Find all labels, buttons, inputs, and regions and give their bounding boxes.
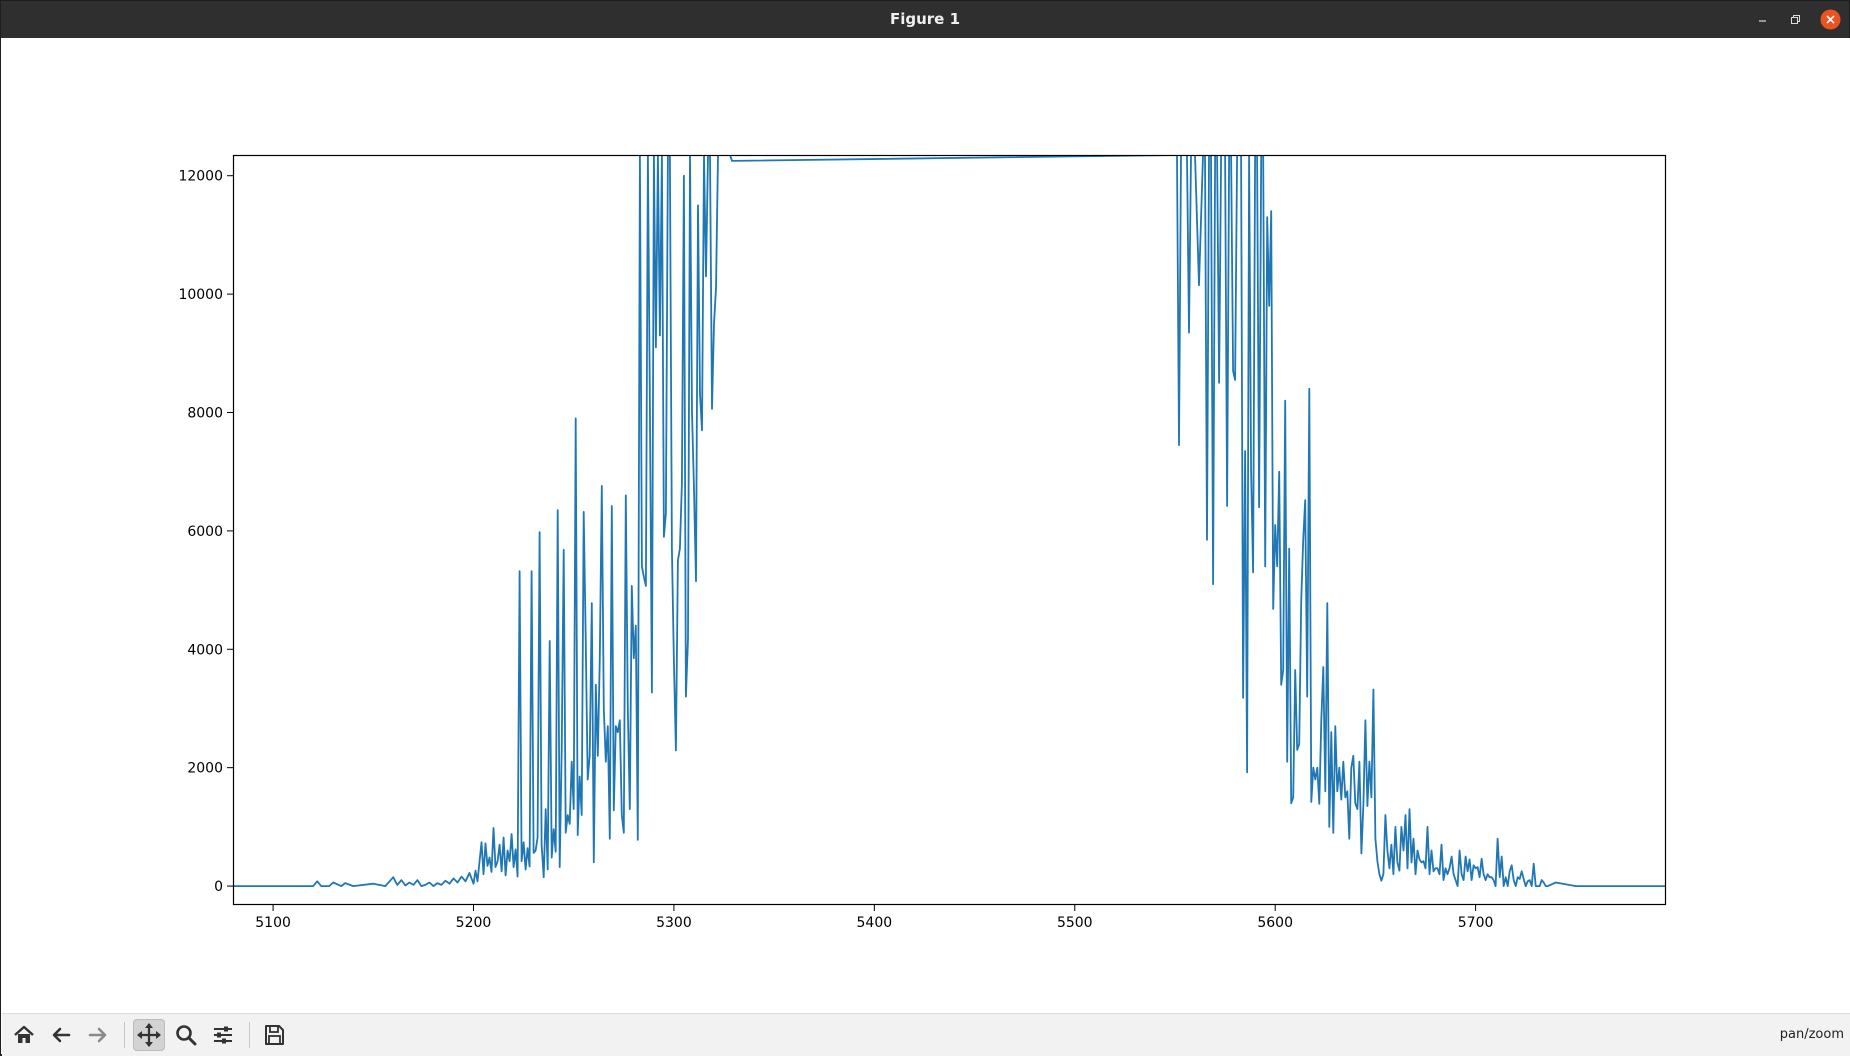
y-tick-label: 0 — [214, 879, 223, 895]
configure-subplots-button[interactable] — [207, 1019, 239, 1051]
configure-subplots-icon — [214, 1026, 232, 1044]
save-icon — [265, 1025, 284, 1045]
title-bar[interactable]: Figure 1 — [1, 1, 1849, 38]
home-button[interactable] — [8, 1019, 40, 1051]
toolbar-separator — [249, 1022, 250, 1048]
minimize-icon — [1759, 20, 1766, 22]
back-icon — [52, 1027, 71, 1043]
navigation-toolbar: pan/zoom — [2, 1013, 1850, 1056]
y-tick-label: 12000 — [178, 169, 223, 185]
forward-button[interactable] — [82, 1019, 114, 1051]
x-tick-label: 5400 — [857, 915, 893, 931]
save-button[interactable] — [258, 1019, 290, 1051]
minimize-button[interactable] — [1752, 9, 1773, 30]
y-tick-label: 8000 — [187, 405, 223, 421]
close-button[interactable] — [1820, 9, 1841, 30]
zoom-icon — [176, 1025, 197, 1046]
restore-button[interactable] — [1785, 9, 1806, 30]
y-tick-label: 6000 — [187, 524, 223, 540]
restore-icon — [1791, 15, 1800, 24]
y-tick-label: 10000 — [178, 287, 223, 303]
x-tick-label: 5300 — [656, 915, 692, 931]
toolbar-separator — [124, 1022, 125, 1048]
y-tick-label: 4000 — [187, 642, 223, 658]
x-tick-label: 5100 — [255, 915, 291, 931]
y-tick-label: 2000 — [187, 761, 223, 777]
plot-frame — [232, 154, 1667, 906]
figure-canvas[interactable]: 5100 5200 5300 5400 5500 5600 5700 0 2000 4000 60… — [2, 38, 1850, 1013]
series-line-0 — [233, 155, 1666, 887]
x-tick-label: 5700 — [1458, 915, 1494, 931]
close-icon — [1820, 9, 1841, 30]
line-chart[interactable]: 5100 5200 5300 5400 5500 5600 5700 0 2000 4000 60… — [2, 38, 1850, 1013]
pan-icon — [137, 1023, 161, 1047]
home-icon — [14, 1025, 34, 1043]
zoom-button[interactable] — [170, 1019, 202, 1051]
x-tick-label: 5600 — [1257, 915, 1293, 931]
window-title: Figure 1 — [889, 10, 961, 28]
toolbar-mode-label: pan/zoom — [1779, 1027, 1844, 1042]
x-tick-label: 5500 — [1057, 915, 1093, 931]
x-tick-label: 5200 — [456, 915, 492, 931]
pan-button[interactable] — [133, 1019, 165, 1051]
back-button[interactable] — [45, 1019, 77, 1051]
forward-icon — [88, 1027, 107, 1043]
